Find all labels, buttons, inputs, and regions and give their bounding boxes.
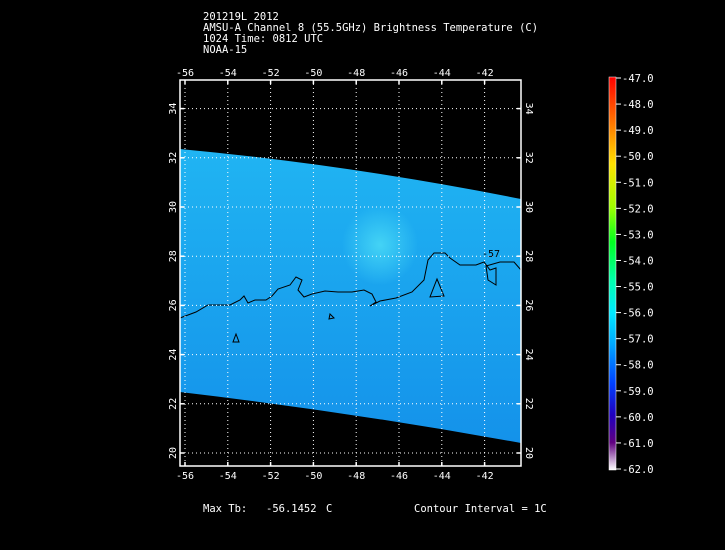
lon-tick-label-bottom: -48	[347, 471, 365, 482]
lat-tick-label-right: 24	[523, 349, 534, 361]
title-line-3: 1024 Time: 0812 UTC	[203, 33, 324, 45]
lon-tick-label-top: -44	[433, 68, 451, 79]
contour-label: -57	[482, 249, 500, 260]
lon-tick-label-bottom: -46	[390, 471, 408, 482]
lat-tick-label-right: 22	[523, 398, 534, 410]
colorbar-label: -48.0	[622, 99, 654, 111]
title-line-4: NOAA-15	[203, 44, 248, 56]
title-line-1: 201219L 2012	[203, 11, 279, 23]
lat-tick-label-left: 32	[168, 152, 179, 164]
lon-tick-label-bottom: -56	[176, 471, 194, 482]
lon-tick-label-bottom: -42	[476, 471, 494, 482]
lon-tick-label-bottom: -52	[262, 471, 280, 482]
lon-tick-label-bottom: -54	[219, 471, 237, 482]
lat-tick-label-right: 30	[523, 201, 534, 213]
lat-tick-label-left: 28	[168, 250, 179, 262]
colorbar-label: -59.0	[622, 386, 654, 398]
lon-tick-label-top: -46	[390, 68, 408, 79]
colorbar-label: -58.0	[622, 360, 654, 372]
lon-tick-label-bottom: -44	[433, 471, 451, 482]
colorbar-label: -52.0	[622, 203, 654, 215]
colorbar-label: -47.0	[622, 73, 654, 85]
lat-tick-label-left: 24	[168, 349, 179, 361]
colorbar-label: -56.0	[622, 308, 654, 320]
colorbar-label: -54.0	[622, 255, 654, 267]
colorbar-fill	[608, 76, 617, 471]
max-tb-label: Max Tb:	[203, 503, 248, 515]
lat-tick-label-left: 30	[168, 201, 179, 213]
colorbar-label: -61.0	[622, 438, 654, 450]
colorbar-label: -50.0	[622, 151, 654, 163]
contour-interval: Contour Interval = 1C	[414, 503, 547, 515]
colorbar-label: -62.0	[622, 464, 654, 476]
lat-tick-label-right: 26	[523, 299, 534, 311]
warm-spot	[342, 205, 418, 285]
lon-tick-label-top: -50	[304, 68, 322, 79]
lon-tick-label-top: -48	[347, 68, 365, 79]
lon-tick-label-bottom: -50	[304, 471, 322, 482]
max-tb-value: -56.1452	[266, 503, 317, 515]
lat-tick-label-right: 34	[523, 103, 534, 115]
axis-ticks: -56 -56 -54 -54 -52 -52 -50 -50 -48 -48 -46 -46 -44 -…	[168, 68, 534, 482]
max-tb-unit: C	[326, 503, 333, 515]
lat-tick-label-right: 28	[523, 250, 534, 262]
lat-tick-label-left: 20	[168, 447, 179, 459]
title-line-2: AMSU-A Channel 8 (55.5GHz) Brightness Te…	[203, 22, 539, 34]
colorbar-label: -60.0	[622, 412, 654, 424]
lat-tick-label-right: 32	[523, 152, 534, 164]
contour-loop	[232, 332, 240, 343]
lon-tick-label-top: -52	[262, 68, 280, 79]
contour-loop	[328, 312, 336, 320]
lat-tick-label-left: 22	[168, 398, 179, 410]
contour-line	[179, 252, 522, 319]
colorbar-label: -53.0	[622, 229, 654, 241]
lon-tick-label-top: -54	[219, 68, 237, 79]
colorbar-label: -55.0	[622, 282, 654, 294]
plot-frame	[179, 79, 522, 467]
lat-tick-label-right: 20	[523, 447, 534, 459]
lon-tick-label-top: -56	[176, 68, 194, 79]
colorbar-label: -51.0	[622, 177, 654, 189]
colorbar-label: -57.0	[622, 334, 654, 346]
lat-lon-grid	[180, 80, 521, 466]
lon-tick-label-top: -42	[476, 68, 494, 79]
lat-tick-label-left: 26	[168, 299, 179, 311]
contour-loop	[429, 277, 445, 298]
satellite-swath	[180, 149, 521, 443]
lat-tick-label-left: 34	[168, 103, 179, 115]
colorbar-label: -49.0	[622, 125, 654, 137]
